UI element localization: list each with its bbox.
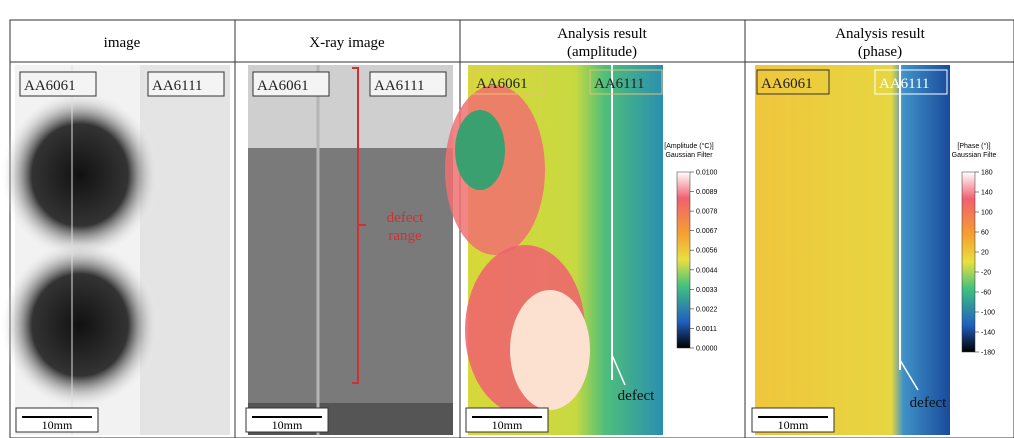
- column-header: (phase): [858, 44, 902, 60]
- material-label: AA6061: [24, 78, 76, 94]
- photo: [0, 65, 230, 435]
- scale-label: 10mm: [492, 418, 523, 432]
- annotation: defect: [618, 388, 655, 404]
- colorbar-tick-label: 0.0044: [696, 267, 718, 274]
- annotation: defect: [387, 210, 424, 226]
- colorbar-tick-label: 140: [981, 190, 993, 197]
- colorbar-title: [Amplitude (°C)]: [664, 142, 714, 150]
- colorbar-tick-label: 0.0000: [696, 346, 718, 353]
- colorbar-tick-label: -100: [981, 310, 995, 317]
- column-header: (amplitude): [567, 44, 637, 60]
- colorbar-tick-label: 0.0011: [696, 326, 717, 333]
- colorbar-tick-label: 0.0033: [696, 287, 718, 294]
- colorbar-tick-label: 0.0056: [696, 248, 718, 255]
- amplitude-map: [445, 65, 690, 435]
- material-label: AA6111: [374, 78, 425, 94]
- material-label: AA6111: [594, 76, 645, 92]
- colorbar-title: [Phase (°)]: [957, 142, 990, 150]
- column-header: Analysis result: [557, 26, 647, 42]
- scale-label: 10mm: [778, 418, 809, 432]
- colorbar-tick-label: -180: [981, 350, 995, 357]
- colorbar-tick-label: 100: [981, 210, 993, 217]
- colorbar-tick-label: 180: [981, 170, 993, 177]
- annotation: defect: [910, 395, 947, 411]
- scale-label: 10mm: [272, 418, 303, 432]
- colorbar-tick-label: 0.0089: [696, 189, 718, 196]
- material-label: AA6061: [476, 76, 528, 92]
- phase-map: [755, 65, 975, 435]
- column-header: Analysis result: [835, 26, 925, 42]
- colorbar-tick-label: 60: [981, 230, 989, 237]
- colorbar-tick-label: -20: [981, 270, 991, 277]
- colorbar-tick-label: -60: [981, 290, 991, 297]
- colorbar-tick-label: 0.0022: [696, 306, 718, 313]
- colorbar-tick-label: 0.0100: [696, 170, 718, 177]
- colorbar-tick-label: 0.0067: [696, 228, 718, 235]
- colorbar-tick-label: 20: [981, 250, 989, 257]
- material-label: AA6061: [257, 78, 309, 94]
- material-label: AA6061: [761, 76, 813, 92]
- column-header: X-ray image: [309, 35, 385, 51]
- scale-label: 10mm: [42, 418, 73, 432]
- page: image X-ray image Analysis result (amplitud…: [0, 0, 1014, 438]
- annotation: range: [388, 228, 422, 244]
- column-header: image: [104, 35, 141, 51]
- colorbar-title: Gaussian Filter: [665, 152, 713, 159]
- colorbar-title: Gaussian Filte: [952, 152, 997, 159]
- colorbar-tick-label: 0.0078: [696, 209, 718, 216]
- material-label: AA6111: [152, 78, 203, 94]
- figure: image X-ray image Analysis result (amplitud…: [0, 0, 1014, 438]
- xray: [248, 65, 453, 435]
- colorbar-tick-label: -140: [981, 330, 995, 337]
- material-label: AA6111: [879, 76, 930, 92]
